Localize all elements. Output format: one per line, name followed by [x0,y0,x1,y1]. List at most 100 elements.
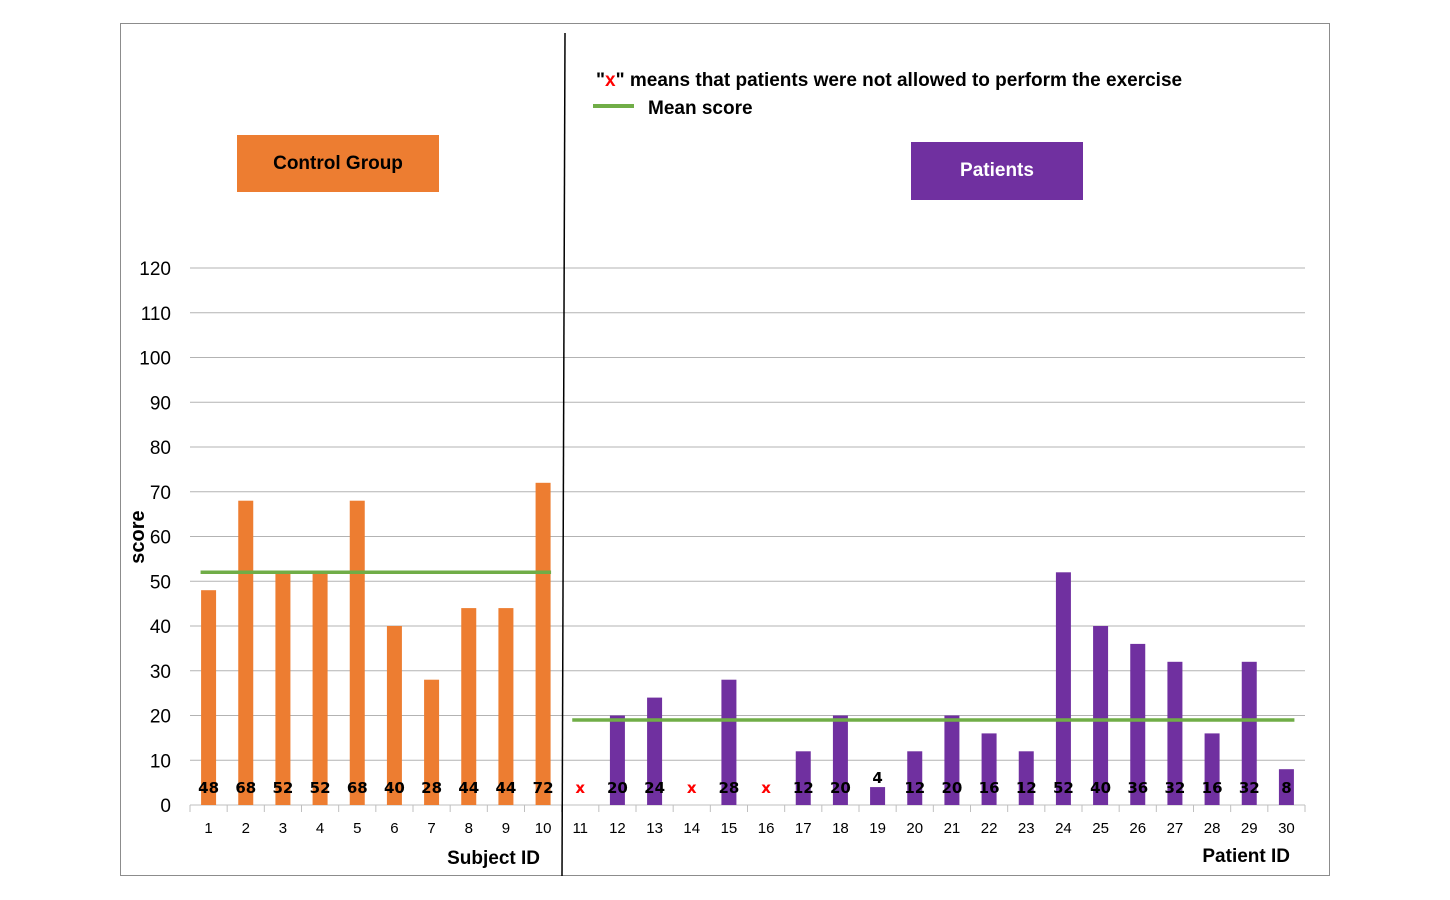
bar-8 [461,608,477,805]
data-label: 20 [941,779,962,797]
bar-9 [498,608,514,805]
x-tick-label: 25 [1092,820,1109,837]
legend-mean-label: Mean score [648,98,753,119]
bar-12 [609,715,625,805]
bar-1 [201,590,217,805]
not-performed-mark: x [761,779,771,797]
x-tick-label: 24 [1055,820,1072,837]
chart-frame [120,23,1330,876]
data-label: 4 [872,769,882,787]
patients-label: Patients [960,160,1034,181]
x-tick-label: 16 [758,820,775,837]
bar-3 [275,572,291,805]
y-tick-label: 120 [139,259,171,280]
y-axis: 0 10 20 30 40 50 60 70 80 90 100 110 120 [139,259,171,817]
y-tick-label: 70 [150,483,171,504]
x-tick-label: 12 [609,820,626,837]
x-tick-label: 17 [795,820,812,837]
data-label: 40 [1090,779,1111,797]
data-label: 40 [384,779,405,797]
x-tick-label: 22 [981,820,998,837]
x-tick-label: 9 [502,820,510,837]
x-tick-label: 27 [1167,820,1184,837]
y-tick-label: 40 [150,617,171,638]
bars [201,482,1294,805]
patients-box: Patients [911,142,1083,200]
data-label: 16 [979,779,1000,797]
y-tick-label: 110 [141,304,171,325]
x-axis: 1 2 3 4 5 6 7 8 9 10 11 12 13 14 15 16 17 18 19 20 21 22 23 24 2… [189,805,1306,837]
x-tick-label: 20 [906,820,923,837]
bar-15 [721,679,737,805]
data-label: 68 [235,779,256,797]
data-label: 44 [458,779,479,797]
data-label: 12 [793,779,814,797]
bar-5 [349,500,365,805]
data-label: 68 [347,779,368,797]
control-group-label: Control Group [273,152,403,174]
x-axis-title-subject: Subject ID [447,848,540,869]
x-tick-label: 6 [390,820,398,837]
data-label: 52 [310,779,331,797]
data-label: 16 [1202,779,1223,797]
data-label: 28 [421,779,442,797]
data-label: 44 [495,779,516,797]
not-performed-mark: x [575,779,585,797]
bar-20 [907,751,923,805]
x-tick-label: 13 [646,820,663,837]
data-label: 24 [644,779,665,797]
data-label: 48 [198,779,219,797]
data-label: 12 [1016,779,1037,797]
bar-26 [1130,643,1146,805]
x-tick-label: 4 [316,820,324,837]
x-tick-label: 29 [1241,820,1258,837]
legend-note-prefix: " [596,70,605,91]
y-tick-label: 10 [150,751,171,772]
y-tick-label: 30 [150,662,171,683]
legend-note-x: x [605,70,616,91]
control-group-box: Control Group [237,135,439,192]
data-label: 52 [272,779,293,797]
data-label: 8 [1281,779,1291,797]
data-label: 36 [1127,779,1148,797]
x-tick-label: 14 [683,820,700,837]
data-label: 20 [607,779,628,797]
y-axis-title: score [127,510,149,563]
y-tick-label: 50 [150,572,171,593]
x-tick-label: 23 [1018,820,1035,837]
x-tick-label: 15 [721,820,738,837]
x-tick-label: 1 [204,820,212,837]
bar-27 [1167,661,1183,805]
x-tick-label: 7 [427,820,435,837]
bar-21 [944,715,960,805]
data-label: 72 [533,779,554,797]
bar-6 [386,626,402,805]
bar-23 [1018,751,1034,805]
bar-18 [832,715,848,805]
group-divider [561,32,566,877]
x-tick-label: 26 [1129,820,1146,837]
y-tick-label: 100 [139,349,171,370]
y-tick-label: 60 [150,528,171,549]
data-label: 28 [718,779,739,797]
mean-lines [200,570,1295,722]
bar-19 [870,787,886,805]
x-tick-label: 21 [944,820,961,837]
x-tick-label: 10 [535,820,552,837]
bar-30 [1278,769,1294,805]
legend-note-suffix: " means that patients were not allowed t… [616,70,1183,91]
data-label: 20 [830,779,851,797]
x-tick-label: 2 [242,820,250,837]
legend: "x" means that patients were not allowed… [593,70,1182,119]
data-label: 32 [1164,779,1185,797]
bar-7 [424,679,440,805]
y-tick-label: 80 [150,438,171,459]
bar-28 [1204,733,1220,805]
bar-2 [238,500,254,805]
data-label: 32 [1239,779,1260,797]
y-tick-label: 90 [150,393,171,414]
bar-29 [1241,661,1257,805]
x-tick-label: 28 [1204,820,1221,837]
bar-13 [647,697,663,805]
